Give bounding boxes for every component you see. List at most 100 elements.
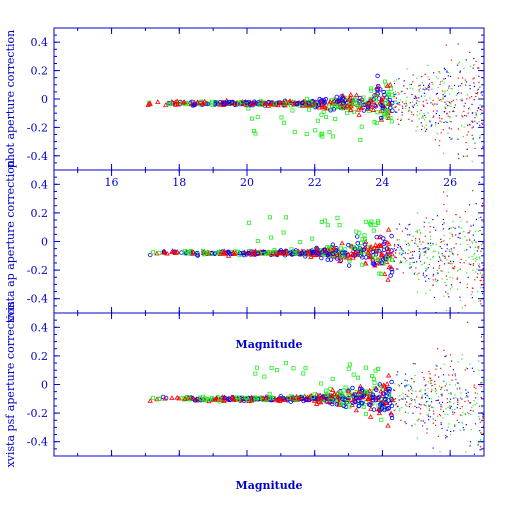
data-point: [338, 392, 343, 397]
data-point: [480, 303, 482, 305]
data-point: [421, 263, 423, 266]
data-point: [423, 379, 425, 381]
data-point: [448, 105, 450, 107]
data-point: [452, 277, 454, 279]
data-point: [477, 107, 480, 109]
data-point: [449, 116, 451, 119]
data-point: [247, 220, 252, 225]
data-point: [427, 76, 429, 78]
data-point: [322, 99, 327, 105]
data-point: [397, 91, 399, 94]
data-point: [449, 276, 451, 279]
data-point: [416, 291, 418, 293]
data-point: [433, 296, 436, 299]
data-point: [480, 412, 483, 414]
data-point: [424, 280, 427, 282]
data-point: [401, 101, 403, 103]
data-point: [404, 92, 406, 95]
data-point: [279, 115, 284, 120]
data-point: [428, 408, 431, 410]
data-point: [440, 386, 443, 389]
data-point: [410, 83, 412, 85]
y-tick-label: 0.2: [31, 350, 49, 363]
data-point: [429, 119, 431, 122]
data-point: [436, 399, 438, 401]
data-point: [428, 419, 430, 421]
data-point: [440, 241, 443, 243]
data-point: [473, 399, 475, 402]
data-point: [401, 249, 403, 251]
data-point: [201, 98, 208, 104]
data-point: [422, 115, 424, 117]
data-point: [438, 99, 440, 101]
data-point: [393, 82, 396, 85]
data-point: [217, 251, 222, 256]
data-point: [148, 252, 153, 258]
data-point: [365, 249, 372, 255]
data-point: [367, 108, 372, 113]
data-point: [315, 118, 320, 123]
data-point: [266, 99, 271, 105]
data-point: [368, 406, 374, 411]
data-point: [476, 93, 478, 95]
data-point: [168, 101, 173, 106]
data-point: [312, 398, 318, 403]
data-point: [424, 397, 427, 399]
data-point: [448, 423, 450, 425]
data-point: [413, 250, 416, 253]
data-point: [466, 155, 469, 157]
data-point: [406, 259, 408, 262]
data-point: [470, 413, 472, 416]
data-point: [379, 401, 384, 406]
data-point: [445, 291, 447, 293]
data-point: [419, 252, 421, 254]
data-point: [445, 275, 448, 277]
data-point: [472, 190, 474, 192]
data-point: [423, 226, 425, 228]
data-point: [469, 363, 471, 365]
data-point: [423, 221, 425, 223]
data-point: [419, 91, 421, 93]
data-point: [255, 115, 260, 120]
data-point: [473, 64, 475, 66]
data-point: [345, 111, 350, 116]
data-point: [401, 248, 403, 250]
data-point: [467, 131, 469, 133]
data-point: [435, 229, 437, 231]
data-point: [381, 236, 386, 241]
data-point: [480, 126, 482, 128]
data-point: [465, 392, 467, 395]
data-point: [375, 260, 382, 266]
data-point: [412, 114, 415, 116]
data-point: [372, 380, 377, 385]
data-point: [476, 250, 478, 252]
data-point: [458, 458, 459, 459]
data-point: [405, 385, 407, 387]
data-point: [449, 398, 452, 400]
data-point: [425, 217, 427, 219]
data-point: [433, 115, 435, 117]
data-point: [281, 100, 287, 105]
data-point: [418, 239, 421, 241]
data-point: [449, 322, 450, 323]
data-point: [485, 171, 486, 172]
data-point: [442, 94, 444, 96]
data-point: [418, 403, 420, 405]
data-point: [412, 235, 414, 237]
data-point: [397, 405, 399, 407]
data-point: [319, 104, 326, 110]
data-point: [425, 268, 427, 270]
data-point: [456, 288, 459, 290]
data-point: [415, 267, 417, 269]
data-point: [315, 251, 321, 256]
data-point: [429, 381, 431, 383]
data-point: [407, 110, 410, 112]
data-point: [468, 263, 470, 265]
data-point: [478, 266, 481, 268]
data-point: [480, 449, 482, 451]
data-point: [479, 300, 482, 302]
data-point: [444, 257, 447, 259]
data-point: [471, 242, 474, 244]
data-point: [411, 113, 413, 116]
x-tick-label: 24: [375, 176, 389, 189]
